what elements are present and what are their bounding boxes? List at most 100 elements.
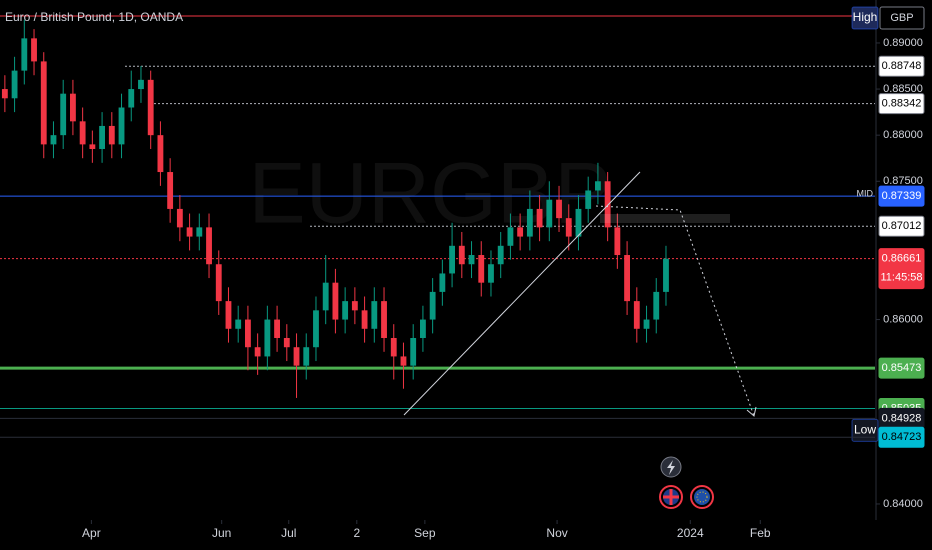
- price-label-box: [878, 357, 925, 379]
- candle-body: [526, 208, 533, 237]
- x-tick-label: Jul: [281, 526, 296, 540]
- candle-body: [138, 79, 144, 90]
- candle-body: [449, 245, 455, 274]
- candle-body: [21, 38, 28, 71]
- candle-body: [536, 208, 543, 228]
- level-name: Low: [854, 423, 876, 437]
- candle-body: [468, 255, 475, 265]
- candle-body: [575, 208, 582, 237]
- price-label: 0.87012: [882, 220, 922, 232]
- candle-body: [235, 319, 242, 329]
- candle-body: [176, 208, 183, 228]
- candle-body: [643, 319, 650, 329]
- candle-body: [342, 301, 349, 320]
- price-label: 0.87339: [882, 190, 922, 202]
- candle-body: [332, 282, 339, 320]
- projection: [595, 205, 755, 417]
- x-tick-label: 2: [353, 526, 360, 540]
- y-tick-label: 0.89000: [883, 37, 923, 49]
- candle-body: [478, 255, 485, 283]
- price-label-box: [878, 248, 925, 290]
- lightning: [667, 460, 675, 475]
- candle-body: [663, 258, 669, 292]
- candle-body: [293, 347, 300, 366]
- candle-body: [633, 301, 640, 329]
- candle-body: [351, 301, 358, 311]
- currency: GBP: [890, 12, 913, 24]
- candle-body: [225, 301, 232, 329]
- candle-body: [400, 356, 407, 366]
- candle-body: [604, 181, 611, 228]
- candle-body: [429, 291, 436, 320]
- candle-body: [186, 227, 193, 237]
- candle-body: [215, 264, 222, 302]
- candle-body: [517, 227, 524, 237]
- candle-body: [147, 79, 154, 136]
- axes: 0.89000 0.88500 0.88000 0.87500 0.86000 0.840…: [82, 37, 923, 540]
- candle-body: [420, 319, 426, 338]
- price-label: 0.85473: [882, 362, 922, 374]
- drawings: [403, 171, 757, 509]
- candle-body: [40, 61, 47, 145]
- level-name: High: [853, 10, 878, 24]
- x-tick-label: Nov: [546, 526, 567, 540]
- candle-body: [196, 227, 203, 237]
- candle-body: [70, 93, 76, 122]
- price-label: 0.88342: [882, 98, 922, 110]
- candle-body: [488, 264, 494, 283]
- candle-body: [653, 291, 660, 320]
- price-label-box: [878, 215, 925, 237]
- y-tick-label: 0.87500: [883, 175, 923, 187]
- price-label-box: [878, 185, 925, 207]
- candle-body: [11, 70, 18, 99]
- gb-cross: [663, 489, 679, 505]
- projection-arrow: [746, 406, 757, 417]
- candle-body: [206, 227, 212, 265]
- candle-body: [624, 255, 630, 302]
- candle-body: [410, 338, 417, 366]
- candle-body: [1, 89, 8, 99]
- eu-stars: [696, 491, 708, 503]
- candle-body: [565, 218, 572, 237]
- candle-body: [585, 190, 592, 209]
- candle-body: [167, 172, 174, 209]
- candle-body: [458, 245, 465, 265]
- watermark-group: EURGBP: [248, 146, 611, 242]
- candle-body: [303, 347, 310, 366]
- currency-box[interactable]: [879, 6, 925, 30]
- candle-body: [507, 227, 514, 246]
- zone: [600, 214, 730, 223]
- candle-body: [371, 301, 378, 329]
- candle-body: [108, 125, 115, 145]
- candle-body: [128, 89, 135, 108]
- gb-flag-ring[interactable]: [659, 485, 683, 509]
- y-tick-label: 0.88500: [883, 83, 923, 95]
- x-tick-label: Feb: [750, 526, 771, 540]
- eu-flag: [694, 489, 710, 505]
- x-tick-label: Apr: [82, 526, 101, 540]
- candle-body: [99, 125, 105, 149]
- y-tick-label: 0.88000: [883, 129, 923, 141]
- price-label: 0.88748: [882, 60, 922, 72]
- price-label: 0.84723: [882, 431, 922, 443]
- level-name-box: [851, 6, 879, 30]
- candle-body: [614, 227, 621, 256]
- candle-body: [546, 199, 553, 228]
- candle-body: [264, 319, 271, 357]
- candle-body: [390, 338, 397, 357]
- candle-body: [274, 319, 280, 338]
- price-label-box: [878, 55, 925, 77]
- price-label: 0.84928: [882, 412, 922, 424]
- candle-body: [595, 181, 601, 191]
- eu-flag-ring[interactable]: [690, 485, 714, 509]
- candle-body: [361, 310, 368, 329]
- candle-body: [283, 338, 290, 348]
- candle-body: [118, 107, 125, 145]
- candle-body: [157, 135, 164, 173]
- candle-body: [60, 93, 67, 136]
- countdown: 11:45:58: [880, 272, 922, 284]
- price-label-box: [878, 426, 925, 448]
- candle-body: [245, 319, 251, 348]
